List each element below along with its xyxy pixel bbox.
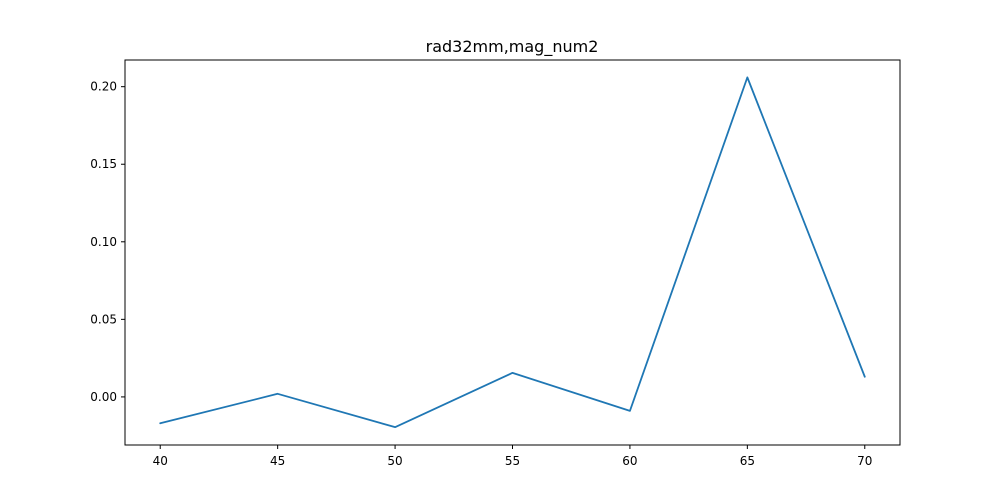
x-tick-label: 50 [387, 454, 402, 468]
y-tick-label: 0.05 [90, 312, 117, 326]
y-tick-label: 0.15 [90, 157, 117, 171]
x-axis: 40 45 50 55 60 65 70 [153, 445, 872, 468]
x-tick-label: 65 [740, 454, 755, 468]
x-tick-label: 40 [153, 454, 168, 468]
x-tick-label: 55 [505, 454, 520, 468]
x-tick-label: 45 [270, 454, 285, 468]
x-tick-label: 70 [857, 454, 872, 468]
x-tick-label: 60 [622, 454, 637, 468]
chart-title: rad32mm,mag_num2 [426, 37, 599, 57]
series-line [159, 76, 866, 429]
y-axis: 0.00 0.05 0.10 0.15 0.20 [90, 80, 125, 404]
y-tick-label: 0.20 [90, 80, 117, 94]
y-tick-label: 0.10 [90, 235, 117, 249]
axes-frame [124, 59, 901, 446]
plot-area [159, 76, 866, 429]
y-tick-label: 0.00 [90, 390, 117, 404]
